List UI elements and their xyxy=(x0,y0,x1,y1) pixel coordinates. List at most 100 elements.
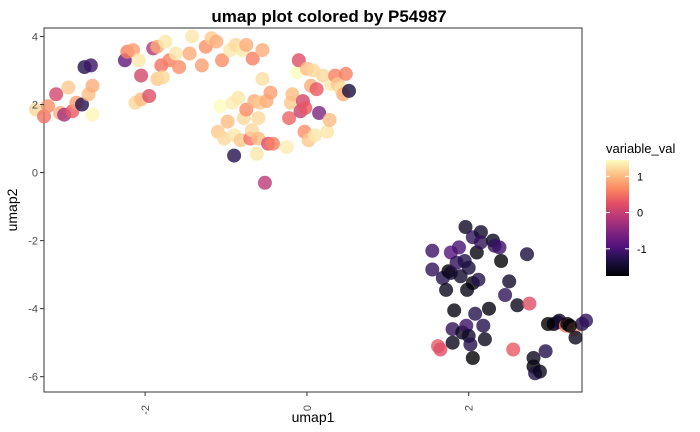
data-point xyxy=(49,87,64,102)
y-tick-label: -6 xyxy=(28,372,38,384)
data-point xyxy=(168,46,183,61)
legend-tick-label: 1 xyxy=(637,171,643,183)
data-point xyxy=(285,87,300,102)
data-point xyxy=(251,111,266,126)
data-point xyxy=(506,342,521,357)
data-point xyxy=(263,85,278,100)
data-point xyxy=(492,240,507,255)
data-point xyxy=(182,46,197,61)
data-point xyxy=(425,262,440,277)
data-point xyxy=(338,66,353,81)
data-point xyxy=(447,303,462,318)
data-point xyxy=(458,220,473,234)
data-point xyxy=(541,317,555,331)
y-tick-label: 2 xyxy=(32,100,38,112)
data-point xyxy=(239,38,254,52)
data-point xyxy=(526,351,541,365)
data-point xyxy=(194,58,209,73)
y-axis-label: umap2 xyxy=(4,188,20,231)
data-point xyxy=(308,128,322,143)
data-point xyxy=(538,344,553,359)
data-point xyxy=(255,43,270,58)
data-point xyxy=(465,351,480,365)
data-point xyxy=(562,318,577,333)
data-point xyxy=(282,111,297,126)
data-point xyxy=(482,301,496,316)
data-point xyxy=(312,106,327,120)
data-point xyxy=(498,288,513,302)
data-point xyxy=(215,53,229,68)
legend-tick-label: 0 xyxy=(637,208,643,220)
x-axis: -2 0 2 xyxy=(140,392,476,415)
data-point xyxy=(158,34,173,49)
data-point xyxy=(142,89,157,103)
data-point xyxy=(213,99,228,114)
data-point xyxy=(452,240,466,255)
data-point xyxy=(266,136,280,151)
data-point xyxy=(83,58,98,73)
y-tick-label: -4 xyxy=(28,304,38,316)
chart-title: umap plot colored by P54987 xyxy=(211,7,446,26)
data-point xyxy=(227,148,242,163)
data-point xyxy=(320,124,335,139)
data-point xyxy=(425,243,440,258)
y-axis: 4 2 0 -2 -4 -6 xyxy=(28,32,44,384)
data-point xyxy=(473,235,488,250)
data-point xyxy=(463,337,478,352)
data-point xyxy=(322,112,337,127)
data-point xyxy=(41,99,55,114)
data-point xyxy=(342,83,356,98)
data-point xyxy=(255,72,270,86)
y-tick-label: 4 xyxy=(32,32,38,44)
data-point xyxy=(532,364,547,379)
x-axis-label: umap1 xyxy=(292,409,335,425)
data-point xyxy=(61,80,76,95)
data-point xyxy=(433,342,448,357)
data-point xyxy=(520,247,534,262)
data-point xyxy=(134,68,149,83)
y-tick-label: 0 xyxy=(32,168,38,180)
data-point xyxy=(126,43,140,58)
data-point xyxy=(461,260,476,275)
legend: variable_val 1 0 -1 xyxy=(606,141,675,276)
data-point xyxy=(579,313,593,328)
data-point xyxy=(172,60,187,75)
data-point xyxy=(245,51,260,66)
data-point xyxy=(568,330,583,345)
data-point xyxy=(279,140,294,155)
data-point xyxy=(476,318,491,333)
x-tick-label: 2 xyxy=(464,405,476,411)
data-point xyxy=(439,282,454,297)
data-point xyxy=(473,225,488,240)
legend-ticks: 1 0 -1 xyxy=(606,171,647,256)
data-point xyxy=(510,298,525,313)
data-point xyxy=(249,146,264,161)
data-point xyxy=(445,335,460,350)
data-point xyxy=(471,272,486,287)
data-points xyxy=(28,29,593,381)
x-tick-label: -2 xyxy=(140,405,152,415)
data-point xyxy=(131,53,146,68)
data-point xyxy=(185,29,200,44)
data-point xyxy=(477,332,492,347)
data-point xyxy=(85,107,100,122)
data-point xyxy=(209,34,224,49)
data-point xyxy=(231,90,246,105)
legend-colorbar xyxy=(606,160,629,276)
x-tick-label: 0 xyxy=(302,405,314,411)
data-point xyxy=(220,114,235,129)
y-tick-label: -2 xyxy=(28,236,38,248)
legend-tick-label: -1 xyxy=(637,244,647,256)
data-point xyxy=(502,274,517,289)
data-point xyxy=(75,97,89,112)
data-point xyxy=(522,296,537,311)
data-point xyxy=(85,78,100,93)
data-point xyxy=(494,254,509,268)
data-point xyxy=(468,306,483,321)
data-point xyxy=(309,82,324,97)
data-point xyxy=(257,175,272,190)
legend-title: variable_val xyxy=(606,141,675,156)
data-point xyxy=(155,70,170,85)
data-point xyxy=(298,100,313,115)
